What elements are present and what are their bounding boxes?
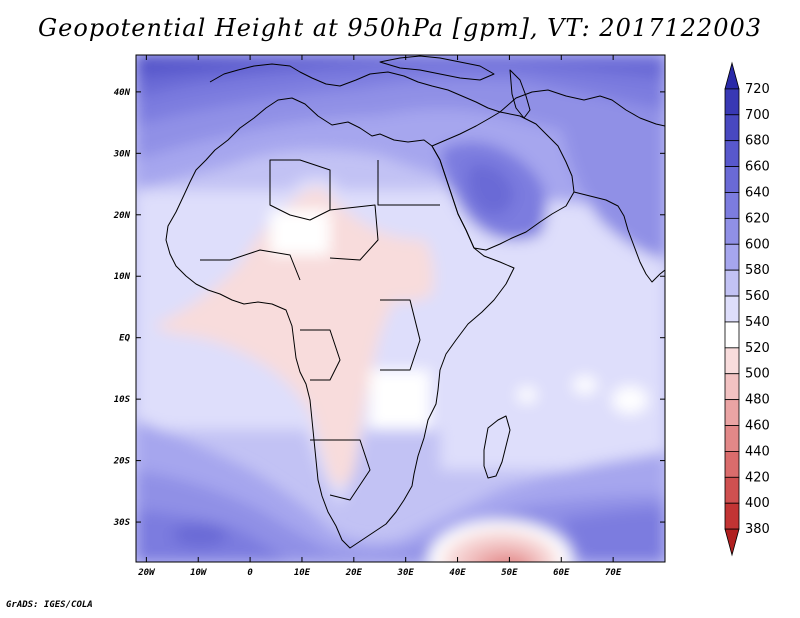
madagascar-coast [483, 415, 511, 479]
colorbar-segment [724, 451, 740, 478]
colorbar-segment [724, 347, 740, 375]
colorbar-label: 580 [745, 263, 770, 278]
lat-label: 30N [113, 149, 131, 159]
colorbar-segment [724, 399, 740, 426]
colorbar-label: 460 [745, 419, 770, 434]
lon-label: 10E [294, 568, 311, 578]
colorbar-segment [724, 140, 740, 167]
latitude-axis: 40N 30N 20N 10N EQ 10S 20S 30S [113, 88, 665, 528]
colorbar-segment [724, 269, 740, 297]
lat-label: 30S [113, 518, 131, 528]
lon-label: 50E [501, 568, 518, 578]
asia-north-coast [499, 89, 665, 127]
lat-label: EQ [119, 334, 130, 344]
colorbar-label: 620 [745, 211, 770, 226]
lat-label: 40N [114, 88, 131, 98]
colorbar-segment [724, 295, 740, 323]
africa-borders-congo [300, 329, 341, 381]
lon-label: 60E [553, 568, 570, 578]
colorbar-segment [724, 61, 740, 90]
colorbar-segment [724, 425, 740, 452]
colorbar: 720 700 680 660 640 620 600 580 560 540 520 500 480 4… [724, 61, 770, 557]
colorbar-segment [724, 192, 740, 219]
colorbar-label: 480 [745, 393, 770, 408]
lon-label: 70E [605, 568, 622, 578]
colorbar-label: 540 [745, 315, 770, 330]
africa-borders-east [380, 299, 421, 371]
colorbar-segment [724, 243, 740, 271]
colorbar-label: 600 [745, 237, 770, 252]
africa-borders-central [329, 204, 379, 261]
colorbar-segment [724, 373, 740, 401]
map-title: Geopotential Height at 950hPa [gpm], VT:… [38, 14, 762, 42]
colorbar-label: 500 [745, 367, 770, 382]
lon-label: 40E [449, 568, 466, 578]
africa-borders-north [269, 159, 331, 221]
africa-borders-west [200, 249, 301, 281]
lat-label: 10S [114, 395, 131, 405]
colorbar-label: 680 [745, 134, 770, 149]
colorbar-segment [724, 217, 740, 245]
longitude-axis: 20W 10W 0 10E 20E 30E 40E 50E 60E 70E [137, 55, 622, 578]
colorbar-label: 420 [745, 470, 770, 485]
colorbar-label: 700 [745, 108, 770, 123]
lon-label: 0 [247, 568, 253, 578]
mediterranean-north-coast [209, 63, 501, 113]
africa-borders-south [310, 439, 371, 501]
coastlines [165, 55, 665, 549]
colorbar-segment [724, 166, 740, 193]
colorbar-label: 520 [745, 341, 770, 356]
black-sea-coast [379, 55, 495, 81]
map-frame [135, 54, 666, 563]
africa-coast [165, 97, 515, 549]
credit-label: GrADS: IGES/COLA [6, 600, 93, 610]
lat-label: 10N [114, 272, 131, 282]
colorbar-segment [724, 88, 740, 116]
lat-label: 20S [113, 457, 131, 467]
colorbar-label: 560 [745, 289, 770, 304]
colorbar-label: 640 [745, 185, 770, 200]
height-field [136, 55, 665, 562]
colorbar-segment [724, 528, 740, 557]
lon-label: 30E [397, 568, 415, 578]
india-coast [573, 191, 665, 283]
lon-label: 20E [345, 568, 363, 578]
caspian-coast [509, 69, 531, 119]
colorbar-segment [724, 321, 740, 349]
colorbar-label: 380 [745, 522, 770, 537]
arabia-coast [431, 111, 575, 251]
lon-label: 20W [137, 568, 156, 578]
colorbar-segment [724, 502, 740, 530]
lon-label: 10W [190, 568, 208, 578]
colorbar-label: 440 [745, 444, 770, 459]
colorbar-segment [724, 114, 740, 142]
colorbar-segment [724, 476, 740, 504]
colorbar-label: 720 [745, 82, 770, 97]
lat-label: 20N [113, 211, 131, 221]
colorbar-label: 400 [745, 496, 770, 511]
colorbar-label: 660 [745, 160, 770, 175]
egypt-sudan-border [377, 160, 440, 206]
